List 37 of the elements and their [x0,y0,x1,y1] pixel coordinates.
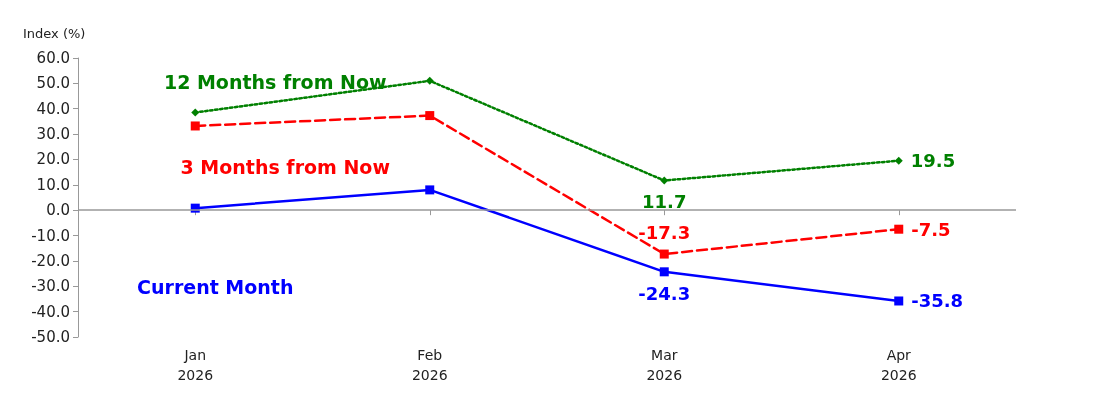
y-tick-label: -50.0 [31,328,70,346]
point [191,108,200,117]
y-tick-label: 30.0 [36,125,70,144]
x-tick-label: Jan 2026 [177,347,214,383]
y-tick-label: -20.0 [31,251,70,270]
data-label: -35.8 [911,290,964,312]
point [894,156,903,165]
point [425,185,435,195]
point [894,224,904,234]
point [659,267,669,277]
y-tick-label: -40.0 [31,302,70,321]
y-tick-label: 40.0 [36,99,70,118]
data-label: -24.3 [638,282,691,304]
data-label: 11.7 [642,191,687,213]
y-tick-label: 50.0 [36,74,70,93]
y-tick-label: 10.0 [36,175,70,194]
x-tick-label: Feb 2026 [411,347,448,383]
series-label: 3 Months from Now [180,155,390,178]
data-label: -17.3 [638,222,691,244]
data-label: -7.5 [911,218,951,240]
point [659,249,669,259]
x-tick-label: Apr 2026 [880,347,917,383]
y-tick-label: 0.0 [46,201,70,220]
point [894,296,904,306]
data-label: 19.5 [910,150,956,172]
y-tick-label: 60.0 [36,49,70,67]
point [425,111,435,121]
y-tick-label: 20.0 [36,150,70,169]
point [660,176,669,185]
y-tick-label: -30.0 [31,277,70,296]
y-tick-label: -10.0 [31,226,70,245]
text: Current Month [137,276,294,299]
series-label: 12 Months from Now [163,71,387,94]
point [190,121,200,131]
x-tick-label: Mar 2026 [646,347,683,383]
point [425,76,434,85]
y-axis-title: Index (%) [23,26,86,41]
